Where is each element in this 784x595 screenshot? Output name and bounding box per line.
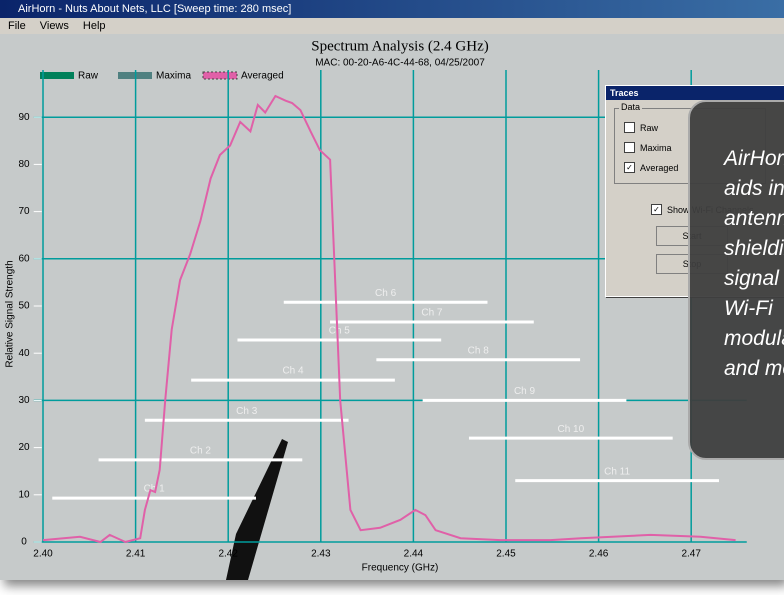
antenna-image xyxy=(226,439,288,580)
checkbox[interactable] xyxy=(624,142,635,153)
menu-bar: File Views Help xyxy=(0,18,784,34)
menu-item[interactable]: Views xyxy=(39,20,69,32)
y-tick-label: 30 xyxy=(18,395,30,406)
option-label: Raw xyxy=(640,122,659,133)
channel-label: Ch 6 xyxy=(375,288,397,299)
channel-label: Ch 3 xyxy=(236,406,258,417)
y-tick-label: 50 xyxy=(18,301,30,312)
callout-line: and more. xyxy=(724,357,784,380)
legend-swatch xyxy=(40,72,74,79)
channel-label: Ch 7 xyxy=(421,308,443,319)
callout-line: signal xyxy=(724,267,779,290)
callout-line: modulation xyxy=(724,327,784,350)
legend-label: Maxima xyxy=(156,71,191,82)
x-tick-label: 2.47 xyxy=(681,549,701,560)
y-tick-label: 0 xyxy=(21,537,27,548)
x-tick-label: 2.41 xyxy=(126,549,146,560)
chart-subtitle: MAC: 00-20-A6-4C-44-68, 04/25/2007 xyxy=(315,58,485,69)
x-tick-label: 2.45 xyxy=(496,549,516,560)
checkbox[interactable]: ✓ xyxy=(624,162,635,173)
x-tick-label: 2.46 xyxy=(589,549,609,560)
legend-swatch xyxy=(202,71,238,80)
menu-item[interactable]: File xyxy=(8,20,26,32)
checkbox-option[interactable]: Maxima xyxy=(624,142,672,153)
legend-label: Averaged xyxy=(241,71,284,82)
y-tick-label: 70 xyxy=(18,206,30,217)
title-bar: AirHorn - Nuts About Nets, LLC [Sweep ti… xyxy=(0,0,784,18)
option-label: Averaged xyxy=(640,162,679,173)
x-tick-label: 2.44 xyxy=(404,549,424,560)
y-tick-label: 40 xyxy=(18,348,30,359)
y-tick-label: 10 xyxy=(18,489,30,500)
group-label: Data xyxy=(619,102,643,112)
channel-label: Ch 5 xyxy=(329,326,351,337)
checkbox[interactable] xyxy=(624,122,635,133)
chart: Spectrum Analysis (2.4 GHz) MAC: 00-20-A… xyxy=(5,38,747,580)
y-tick-label: 60 xyxy=(18,253,30,264)
option-label: Maxima xyxy=(640,142,672,153)
channel-label: Ch 11 xyxy=(604,466,630,477)
y-tick-label: 20 xyxy=(18,442,30,453)
chart-title: Spectrum Analysis (2.4 GHz) xyxy=(311,38,488,54)
x-tick-label: 2.40 xyxy=(33,549,53,560)
legend-label: Raw xyxy=(78,71,99,82)
app-window: AirHorn - Nuts About Nets, LLC [Sweep ti… xyxy=(0,0,784,580)
checkbox-option[interactable]: ✓ Averaged xyxy=(624,162,678,173)
dialog-title: Traces xyxy=(606,86,784,100)
data-line xyxy=(42,94,736,544)
y-tick-label: 90 xyxy=(18,112,30,123)
callout: AirHorn aids in antenna shielding, signal Wi-… xyxy=(688,100,784,460)
channel-label: Ch 10 xyxy=(557,424,584,435)
x-tick-label: 2.42 xyxy=(218,549,238,560)
callout-line: AirHorn xyxy=(724,147,784,170)
callout-line: antenna xyxy=(724,207,784,230)
channel-label: Ch 1 xyxy=(144,484,166,495)
channel-label: Ch 4 xyxy=(282,366,304,377)
y-tick-label: 80 xyxy=(18,159,30,170)
callout-line: Wi-Fi xyxy=(724,297,773,320)
channel-label: Ch 8 xyxy=(468,345,490,356)
y-axis-label: Relative Signal Strength xyxy=(5,260,16,367)
x-tick-label: 2.43 xyxy=(311,549,331,560)
checkbox-option[interactable]: Raw xyxy=(624,122,658,133)
channel-label: Ch 9 xyxy=(514,386,536,397)
channel-label: Ch 2 xyxy=(190,446,212,457)
callout-line: aids in xyxy=(724,177,784,200)
x-axis-label: Frequency (GHz) xyxy=(362,563,439,574)
callout-line: shielding, xyxy=(724,237,784,260)
menu-item[interactable]: Help xyxy=(82,20,106,32)
